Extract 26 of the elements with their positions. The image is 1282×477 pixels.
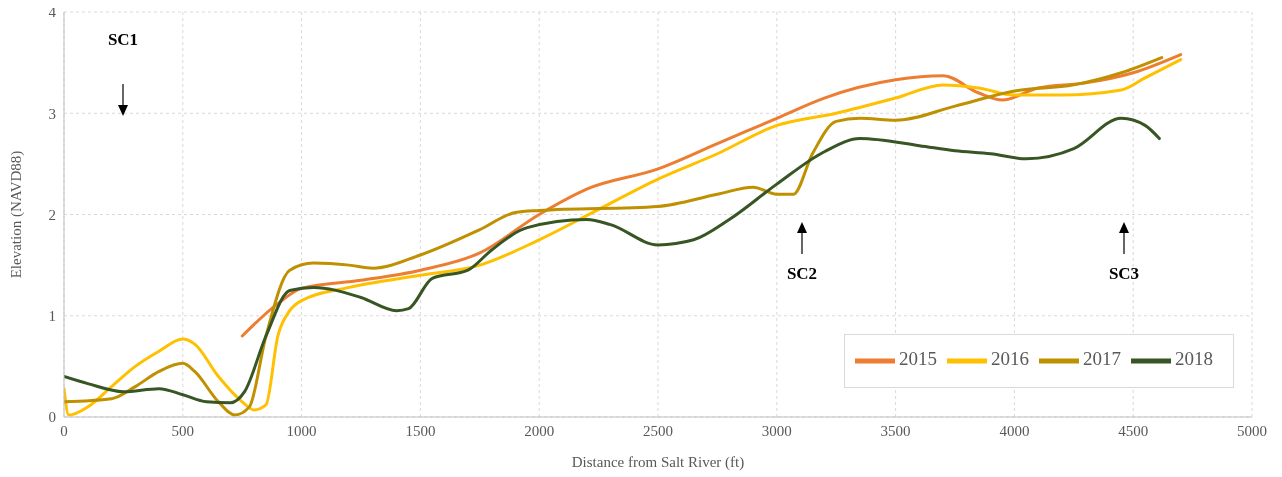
legend-label: 2018 <box>1175 348 1213 370</box>
x-tick-label: 4500 <box>1118 422 1149 439</box>
legend-label: 2017 <box>1083 348 1121 370</box>
y-tick-label: 4 <box>48 4 57 21</box>
x-tick-label: 0 <box>60 422 68 439</box>
legend-label: 2015 <box>899 348 937 370</box>
x-tick-label: 3000 <box>761 422 792 439</box>
annotation: SC2 <box>785 264 819 284</box>
x-tick-label: 5000 <box>1237 422 1267 439</box>
x-tick-label: 1000 <box>286 422 317 439</box>
y-tick-label: 1 <box>48 308 56 325</box>
x-tick-label: 4000 <box>999 422 1030 439</box>
legend-label: 2016 <box>991 348 1029 370</box>
y-tick-label: 3 <box>48 105 56 122</box>
x-tick-label: 2500 <box>643 422 673 439</box>
y-tick-label: 2 <box>48 206 56 223</box>
x-tick-label: 1500 <box>405 422 436 439</box>
y-axis-title: Elevation (NAVD88) <box>8 150 26 279</box>
x-tick-label: 3500 <box>880 422 911 439</box>
x-tick-label: 500 <box>171 422 195 439</box>
annotation: SC1 <box>106 30 140 50</box>
annotation: SC3 <box>1107 264 1141 284</box>
line-series <box>64 116 1161 405</box>
x-axis-title: Distance from Salt River (ft) <box>571 454 745 471</box>
y-tick-label: 0 <box>48 409 56 426</box>
x-tick-label: 2000 <box>524 422 555 439</box>
